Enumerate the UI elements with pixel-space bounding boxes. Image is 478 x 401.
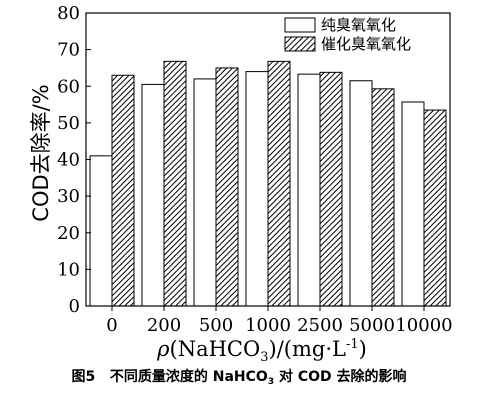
y-tick-label-0: 0 [69,296,80,317]
x-tick-label-10000: 10000 [395,315,452,336]
legend-swatch-pure [284,17,316,33]
y-tick-label-70: 70 [57,40,80,61]
x-axis-label-sup: -1 [346,337,359,352]
bar-pure-500 [193,78,217,307]
y-tick-label-50: 50 [57,113,80,134]
x-tick-label-1000: 1000 [245,315,291,336]
y-axis-label: COD去除率/% [29,84,53,221]
y-tick-label-60: 60 [57,76,80,97]
y-tick-label-80: 80 [57,3,80,24]
bar-catalytic-0 [111,74,135,307]
x-tick-label-2500: 2500 [297,315,343,336]
caption-number: 图5 [71,369,96,385]
bar-catalytic-200 [163,60,187,307]
x-axis-label-sub: 3 [260,350,268,365]
legend-label-pure: 纯臭氧氧化 [321,16,396,34]
bar-pure-0 [89,155,113,307]
y-tick-label-10: 10 [57,259,80,280]
x-tick-label-0: 0 [106,315,117,336]
bar-catalytic-1000 [267,60,291,307]
bar-pure-10000 [401,101,425,307]
bar-catalytic-500 [215,67,239,307]
bar-catalytic-10000 [423,109,447,307]
bar-pure-2500 [297,73,321,307]
figure-caption: 图5 不同质量浓度的 NaHCO3 对 COD 去除的影响 [0,366,478,387]
y-tick-label-40: 40 [57,150,80,171]
caption-text-post: 对 COD 去除的影响 [274,369,407,385]
legend-swatch-catalytic [284,36,316,52]
x-axis-label-post: ) [359,337,367,361]
x-axis-label: ρ(NaHCO3)/(mg·L-1) [156,337,367,365]
bar-pure-1000 [245,71,269,307]
x-tick-label-500: 500 [199,315,233,336]
bar-pure-5000 [349,80,373,307]
x-axis-label-mid: )/(mg·L [269,337,346,361]
x-axis-label-rho: ρ [156,337,170,361]
legend-label-catalytic: 催化臭氧氧化 [321,35,411,53]
caption-text-pre: 不同质量浓度的 NaHCO [109,369,268,385]
bar-catalytic-5000 [371,88,395,307]
y-tick-label-30: 30 [57,186,80,207]
y-tick-label-20: 20 [57,223,80,244]
x-tick-label-5000: 5000 [349,315,395,336]
x-axis-label-pre: (NaHCO [170,337,261,361]
x-tick-label-200: 200 [147,315,181,336]
caption-text-sub: 3 [267,377,275,387]
bar-pure-200 [141,83,165,307]
bar-catalytic-2500 [319,71,343,307]
